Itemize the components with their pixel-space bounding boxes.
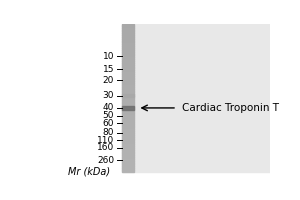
Bar	[122, 107, 134, 109]
Bar	[122, 70, 134, 72]
Bar	[122, 122, 134, 124]
Bar	[122, 78, 134, 79]
Bar	[122, 68, 134, 70]
Text: 30: 30	[103, 91, 114, 100]
Bar	[122, 148, 134, 150]
Bar	[122, 116, 134, 118]
Bar	[122, 57, 134, 59]
Bar	[122, 65, 134, 67]
Bar	[122, 152, 134, 153]
Bar	[122, 79, 134, 81]
Bar	[122, 50, 134, 52]
Bar	[122, 41, 134, 42]
Bar	[122, 76, 134, 78]
Bar	[122, 124, 134, 126]
Bar	[122, 146, 134, 148]
Bar	[122, 131, 134, 133]
Bar	[122, 61, 134, 63]
Text: 40: 40	[103, 103, 114, 112]
Bar	[122, 139, 134, 140]
Bar	[122, 133, 134, 135]
Bar	[122, 48, 134, 50]
Bar	[122, 144, 134, 146]
Bar	[122, 163, 134, 164]
Bar	[122, 140, 134, 142]
Text: 80: 80	[103, 128, 114, 137]
Bar	[122, 74, 134, 76]
Bar	[122, 105, 134, 107]
Text: 160: 160	[97, 143, 114, 152]
Bar	[122, 135, 134, 137]
Bar	[122, 111, 134, 113]
Text: 50: 50	[103, 111, 114, 120]
Bar	[122, 100, 134, 102]
Bar	[122, 137, 134, 139]
Bar	[122, 83, 134, 85]
Bar	[122, 31, 134, 33]
Bar	[122, 120, 134, 122]
Bar	[122, 85, 134, 87]
Bar	[122, 30, 134, 31]
Bar	[122, 113, 134, 115]
Bar	[122, 81, 134, 83]
Bar	[122, 54, 134, 55]
Bar	[122, 115, 134, 116]
Bar	[122, 161, 134, 163]
Bar	[122, 102, 134, 103]
Text: Cardiac Troponin T: Cardiac Troponin T	[182, 103, 279, 113]
Bar	[122, 87, 134, 89]
Bar	[122, 103, 134, 105]
Bar	[122, 127, 134, 129]
Bar	[122, 170, 134, 172]
Bar	[122, 37, 134, 39]
Bar	[122, 155, 134, 157]
Bar	[122, 98, 134, 100]
Bar	[122, 94, 134, 97]
Text: 260: 260	[97, 156, 114, 165]
Bar	[122, 109, 134, 111]
Bar	[122, 26, 134, 28]
Bar	[122, 24, 270, 172]
Bar	[122, 150, 134, 152]
Bar	[122, 91, 134, 92]
Bar	[122, 33, 134, 35]
Bar	[122, 164, 134, 166]
Bar	[122, 118, 134, 120]
Bar	[122, 153, 134, 155]
Bar	[122, 35, 134, 37]
Bar	[122, 52, 134, 54]
Bar	[122, 44, 134, 46]
Text: 20: 20	[103, 76, 114, 85]
Bar	[122, 42, 134, 44]
Bar	[122, 55, 134, 57]
Text: 110: 110	[97, 136, 114, 145]
Bar	[122, 63, 134, 65]
Bar	[122, 106, 134, 110]
Bar	[122, 168, 134, 170]
Bar	[122, 126, 134, 127]
Bar	[122, 92, 134, 94]
Bar	[122, 67, 134, 68]
Text: 15: 15	[103, 65, 114, 74]
Bar	[122, 166, 134, 168]
Bar	[122, 24, 134, 26]
Bar	[122, 28, 134, 30]
Text: 10: 10	[103, 52, 114, 61]
Bar	[122, 142, 134, 144]
Bar	[122, 39, 134, 41]
Bar	[122, 89, 134, 91]
Bar	[122, 72, 134, 74]
Bar	[122, 94, 134, 96]
Bar	[122, 159, 134, 161]
Text: 60: 60	[103, 119, 114, 128]
Bar	[122, 96, 134, 98]
Bar	[122, 157, 134, 159]
Bar	[122, 46, 134, 48]
Bar	[122, 59, 134, 61]
Bar	[122, 129, 134, 131]
Text: Mr (kDa): Mr (kDa)	[68, 167, 110, 177]
